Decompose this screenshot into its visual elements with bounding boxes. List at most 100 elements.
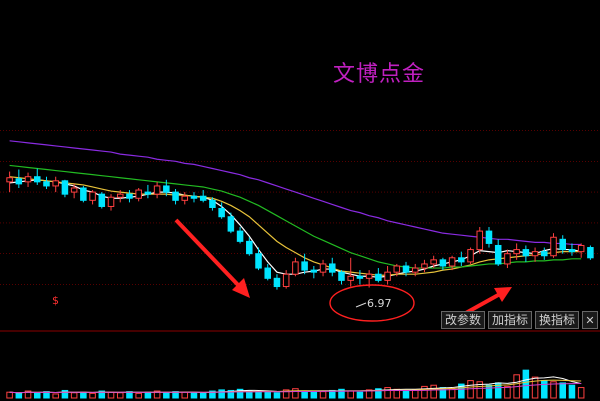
candle-body [430,259,437,265]
volume-bar [144,391,152,399]
candle-body [494,244,502,265]
candle-body [236,230,244,242]
candle-body [61,180,69,195]
candle [70,183,78,199]
candle-body [550,236,557,257]
candle-body [209,199,216,209]
candle-body [319,263,327,273]
volume-bar [550,381,557,399]
volume-bar [98,390,106,399]
candle [126,190,133,203]
volume-bar [319,391,327,399]
candle-body [587,247,594,259]
volume-bar [227,389,235,399]
volume-bar [52,393,59,399]
candle-body [135,189,142,199]
candle-body [365,273,373,279]
close-icon[interactable]: ✕ [582,311,598,329]
volume-bar [365,389,373,399]
candle-body [338,271,345,281]
candle [15,169,23,188]
volume-bar [273,392,281,399]
candle [135,188,142,202]
add-indicator-button[interactable]: 加指标 [487,311,532,329]
candle [319,259,327,277]
volume-bar [126,391,133,399]
switch-indicator-button[interactable]: 换指标 [534,311,579,329]
candle [587,245,594,260]
candle-body [126,193,133,199]
volume-bar [347,390,354,399]
volume-bar [338,388,345,399]
candle [467,247,474,264]
candle [264,263,271,281]
volume-bar [107,391,115,399]
volume-bar [568,384,576,399]
candle [43,176,50,190]
candle [531,247,539,262]
candle [347,257,354,287]
indicator-toolbar: 改参数 加指标 换指标 ✕ [440,311,598,329]
candle-body [541,251,548,257]
candle [494,239,502,266]
candle [89,190,96,205]
volume-bar [504,385,511,399]
candle-body [301,261,308,271]
candle [163,179,170,197]
candle [153,181,161,199]
volume-bar [190,392,198,399]
candle [301,253,308,275]
low-circle-annotation [329,284,415,322]
volume-ma-line [9,383,582,394]
candle-body [347,275,354,281]
price-grid [0,130,600,285]
candle-body [393,265,401,273]
candle-body [172,191,179,201]
candle [273,274,281,290]
volume-bar [292,388,299,399]
candle-body [246,240,253,255]
candle [80,185,87,203]
candle-body [80,187,87,201]
candle [282,270,290,289]
candle [255,247,262,271]
candle [6,171,13,193]
volume-bar [236,388,244,399]
candle-body [402,265,410,273]
candle-body [116,193,124,198]
candle-body [34,176,41,183]
candle [485,227,493,248]
change-params-button[interactable]: 改参数 [440,311,485,329]
candle [218,202,225,219]
candle-body [458,257,465,263]
volume-bar [6,391,13,399]
candle [52,176,59,193]
volume-bars [6,369,585,399]
candle [550,233,557,258]
watermark-text: 文博点金 [333,62,426,87]
candle-body [153,185,161,195]
candle-body [70,187,78,193]
candle [107,194,115,211]
volume-bar [255,391,262,399]
candle-body [190,195,198,199]
candle [522,245,530,262]
candle [34,168,41,185]
candle-body [227,216,235,232]
candle [430,255,437,269]
volume-bar [153,390,161,399]
candle [181,192,189,205]
volume-bar [163,392,170,399]
candle-body [144,191,152,195]
volume-bar [411,389,419,399]
volume-bar [24,390,32,399]
volume-bar [531,376,539,399]
candle [310,266,318,279]
candle [116,190,124,203]
candle-body [384,271,391,281]
volume-bar [43,391,50,399]
candle-body [375,273,382,281]
low-price-pointer [355,302,367,308]
candle [439,257,447,271]
ma_long-line [9,164,582,269]
